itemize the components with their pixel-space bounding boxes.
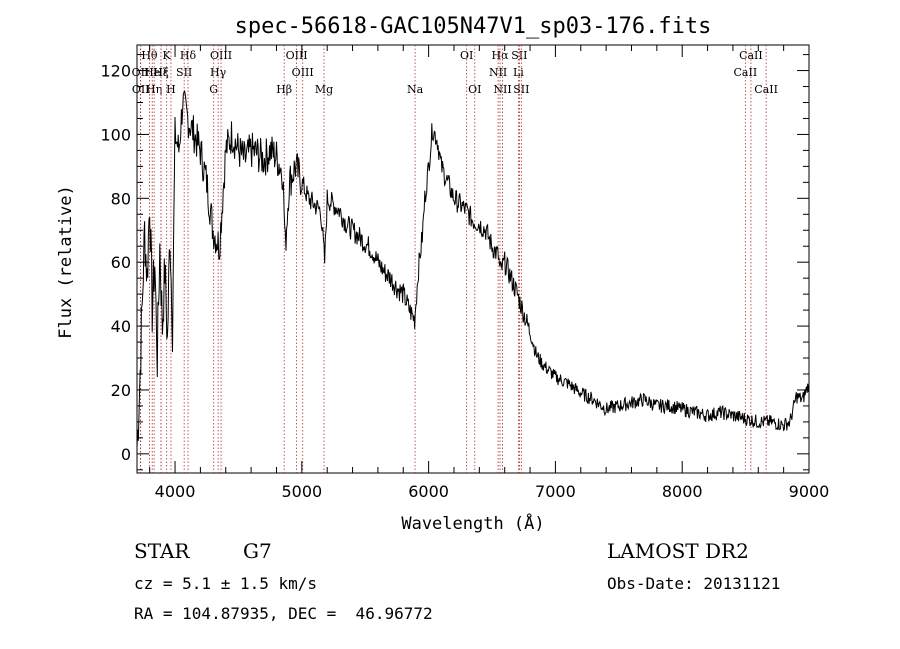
x-axis-label: Wavelength (Å) bbox=[401, 512, 544, 534]
spectral-line-label: OIII bbox=[286, 49, 308, 62]
spectral-line-label: SII bbox=[176, 66, 192, 79]
y-tick-label: 40 bbox=[111, 317, 131, 336]
spectral-line-label: Hδ bbox=[180, 49, 197, 62]
spectral-line-label: H bbox=[166, 83, 176, 96]
object-class: STAR bbox=[134, 539, 190, 563]
y-tick-label: 80 bbox=[111, 189, 131, 208]
spectral-line-label: SII bbox=[513, 83, 529, 96]
spectral-line-label: OI bbox=[468, 83, 481, 96]
x-tick-label: 8000 bbox=[662, 482, 703, 501]
y-tick-label: 100 bbox=[100, 125, 131, 144]
survey-name: LAMOST DR2 bbox=[607, 539, 749, 563]
y-tick-label: 120 bbox=[100, 62, 131, 81]
y-tick-label: 20 bbox=[111, 381, 131, 400]
x-tick-label: 6000 bbox=[408, 482, 449, 501]
spectral-line-label: Mg bbox=[315, 83, 333, 96]
y-tick-label: 0 bbox=[121, 445, 131, 464]
spectral-line-label: K bbox=[163, 49, 172, 62]
obs-date: Obs-Date: 20131121 bbox=[607, 574, 781, 593]
spectral-line-label: Hη bbox=[146, 83, 162, 96]
spectral-line-label: Hξ bbox=[153, 66, 169, 79]
spectrum-chart: spec-56618-GAC105N47V1_sp03-176.fits Hθ K… bbox=[56, 14, 830, 534]
spectral-line-label: CaII bbox=[734, 66, 758, 79]
coordinates: RA = 104.87935, DEC = 46.96772 bbox=[134, 604, 433, 623]
spectral-line-label: G bbox=[209, 83, 218, 96]
spectral-line-label: NII bbox=[493, 83, 511, 96]
redshift-text: cz = 5.1 ± 1.5 km/s bbox=[134, 574, 318, 593]
spectral-line-label: OI bbox=[460, 49, 473, 62]
x-tick-label: 4000 bbox=[155, 482, 196, 501]
spectral-line-label: Li bbox=[513, 66, 524, 79]
spectral-line-label: Hα bbox=[491, 49, 509, 62]
plot-frame bbox=[136, 44, 810, 474]
y-tick-label: 60 bbox=[111, 253, 131, 272]
spectral-line-label: Hε bbox=[153, 66, 169, 79]
spectral-line-label: Na bbox=[407, 83, 424, 96]
spectral-line-label: He bbox=[144, 66, 160, 79]
spectral-line-label: Hγ bbox=[210, 66, 227, 79]
subclass: G7 bbox=[243, 539, 272, 563]
spectrum-series-line bbox=[136, 90, 810, 449]
spectral-line-label: OIII bbox=[292, 66, 314, 79]
spectral-line-label: SII bbox=[511, 49, 527, 62]
spectral-line-label: OII bbox=[132, 66, 150, 79]
spectral-line-label: CaII bbox=[754, 83, 778, 96]
spectral-line-label: Hβ bbox=[276, 83, 292, 96]
spectral-line-label: OIII bbox=[210, 49, 232, 62]
x-tick-label: 5000 bbox=[281, 482, 322, 501]
spectral-line-label: CaII bbox=[739, 49, 763, 62]
spectral-line-label: OII bbox=[132, 83, 150, 96]
spectral-line-label: NII bbox=[489, 66, 507, 79]
chart-title: spec-56618-GAC105N47V1_sp03-176.fits bbox=[235, 14, 712, 39]
y-axis-label: Flux (relative) bbox=[56, 185, 76, 339]
x-tick-label: 7000 bbox=[535, 482, 576, 501]
x-tick-label: 9000 bbox=[789, 482, 830, 501]
